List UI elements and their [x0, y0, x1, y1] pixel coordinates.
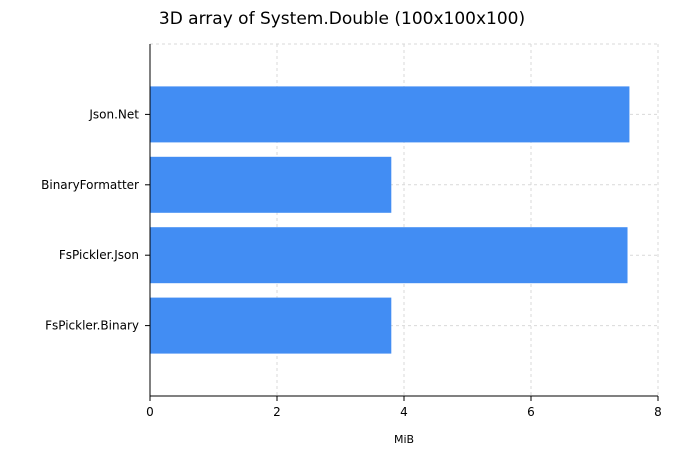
bar-fspickler-json [150, 227, 628, 284]
category-label: FsPickler.Json [59, 248, 139, 262]
bar-binaryformatter [150, 156, 392, 213]
bar-json-net [150, 86, 630, 143]
category-labels: Json.Net BinaryFormatter FsPickler.Json FsP… [41, 107, 150, 333]
chart-title: 3D array of System.Double (100x100x100) [159, 9, 525, 29]
category-label: Json.Net [88, 107, 139, 121]
x-tick-label: 2 [273, 405, 281, 419]
x-tick-label: 6 [527, 405, 535, 419]
x-axis-label: MiB [394, 433, 414, 446]
x-tick-labels: 0 2 4 6 8 [146, 396, 662, 419]
bars [150, 86, 630, 354]
category-label: FsPickler.Binary [45, 319, 139, 333]
category-label: BinaryFormatter [41, 178, 139, 192]
x-tick-label: 0 [146, 405, 154, 419]
x-tick-label: 8 [654, 405, 662, 419]
x-tick-label: 4 [400, 405, 408, 419]
bar-fspickler-binary [150, 297, 392, 354]
